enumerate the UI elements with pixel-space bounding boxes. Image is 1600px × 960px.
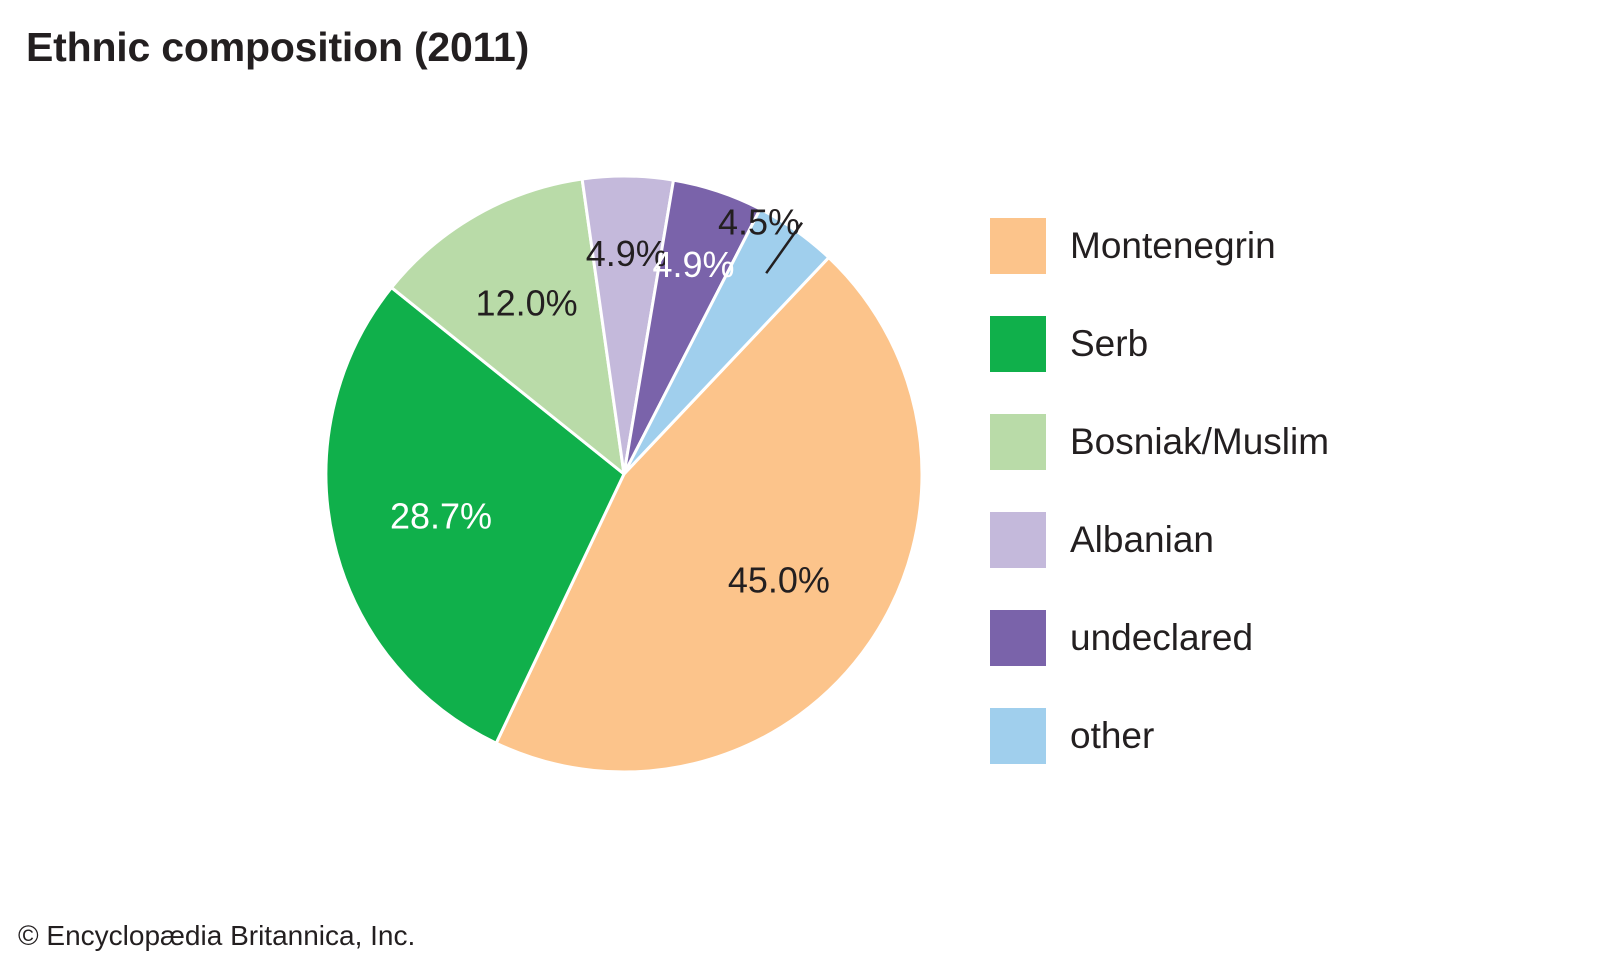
value-label-montenegrin: 45.0% — [728, 560, 830, 601]
legend-swatch — [990, 512, 1046, 568]
legend-swatch — [990, 316, 1046, 372]
legend-swatch — [990, 414, 1046, 470]
legend-item-montenegrin: Montenegrin — [990, 197, 1329, 295]
pie-slice-serb — [324, 286, 626, 745]
legend-label: undeclared — [1070, 617, 1254, 658]
pie-slice-montenegrin — [494, 255, 924, 774]
legend-swatch — [990, 708, 1046, 764]
value-label-bosniak-muslim: 12.0% — [476, 283, 578, 324]
legend-item-albanian: Albanian — [990, 491, 1329, 589]
leader-line-other — [765, 221, 804, 274]
value-label-undeclared: 4.9% — [652, 244, 734, 285]
legend-label: Albanian — [1070, 519, 1215, 560]
pie-slices — [324, 174, 924, 774]
legend-label: Serb — [1070, 323, 1149, 364]
value-label-other: 4.5% — [718, 202, 800, 243]
value-label-serb: 28.7% — [390, 496, 492, 537]
legend-item-undeclared: undeclared — [990, 589, 1329, 687]
legend-item-other: other — [990, 687, 1329, 785]
legend-swatch — [990, 218, 1046, 274]
chart-title: Ethnic composition (2011) — [26, 24, 530, 70]
copyright-notice: © Encyclopædia Britannica, Inc. — [18, 920, 416, 951]
legend-label: Bosniak/Muslim — [1070, 421, 1330, 462]
legend-swatch — [990, 610, 1046, 666]
legend: Montenegrin Serb Bosniak/Muslim Albanian und… — [990, 197, 1329, 785]
legend-label: other — [1070, 715, 1155, 756]
legend-item-serb: Serb — [990, 295, 1329, 393]
legend-item-bosniak-muslim: Bosniak/Muslim — [990, 393, 1329, 491]
legend-label: Montenegrin — [1070, 225, 1276, 266]
pie-slice-bosniak-muslim — [390, 177, 626, 476]
pie-value-labels: 45.0%28.7%12.0%4.9%4.9%4.5% — [390, 202, 830, 601]
value-label-albanian: 4.9% — [586, 233, 668, 274]
